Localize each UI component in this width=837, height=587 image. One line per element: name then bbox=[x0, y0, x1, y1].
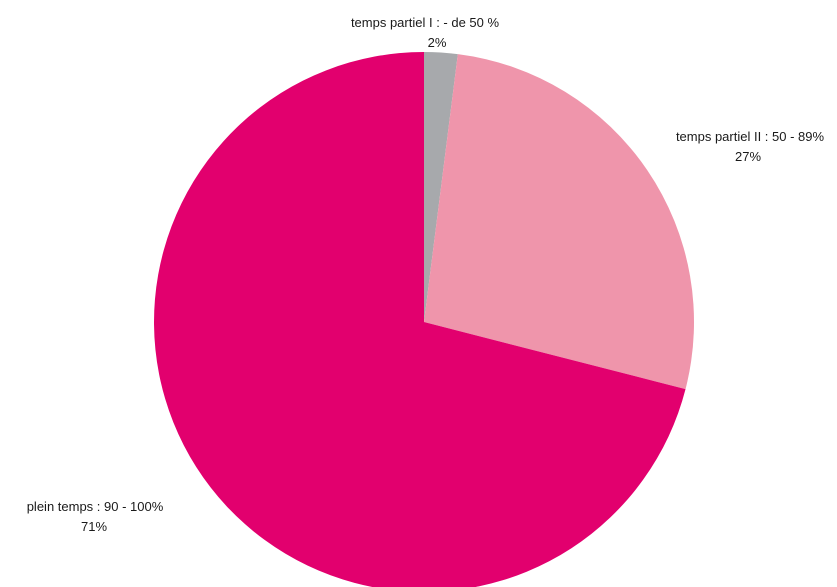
pie-slice-1 bbox=[424, 54, 695, 390]
slice-value-plein-temps: 71% bbox=[81, 519, 107, 534]
slice-label-temps-partiel-2: temps partiel II : 50 - 89% bbox=[676, 129, 825, 144]
pie-slice-2 bbox=[154, 52, 686, 587]
slice-label-plein-temps: plein temps : 90 - 100% bbox=[27, 499, 164, 514]
pie-slice-0 bbox=[424, 52, 458, 322]
pie-slices bbox=[154, 52, 695, 587]
slice-value-temps-partiel-2: 27% bbox=[735, 149, 761, 164]
slice-label-temps-partiel-1: temps partiel I : - de 50 % bbox=[351, 15, 500, 30]
pie-labels: temps partiel I : - de 50 % 2% temps par… bbox=[27, 15, 825, 534]
slice-value-temps-partiel-1: 2% bbox=[428, 35, 447, 50]
